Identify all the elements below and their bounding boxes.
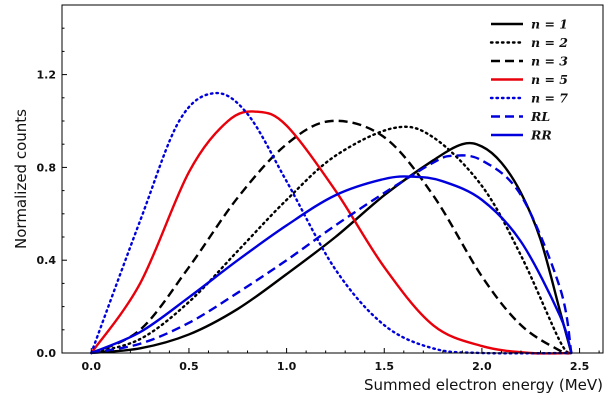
- y-tick-label: 0.8: [37, 161, 57, 174]
- legend-label: n = 5: [531, 72, 568, 87]
- series-line: [90, 125, 573, 355]
- legend-label: RL: [530, 109, 550, 124]
- legend-label: n = 3: [531, 54, 568, 69]
- y-tick-label: 1.2: [37, 69, 57, 82]
- x-tick-label: 2.5: [570, 360, 590, 373]
- x-axis-label: Summed electron energy (MeV): [364, 376, 603, 394]
- x-tick-label: 1.5: [375, 360, 395, 373]
- legend-label: n = 1: [531, 17, 568, 32]
- series-line: [90, 175, 573, 355]
- series-line: [91, 154, 573, 355]
- y-axis-label: Normalized counts: [12, 109, 30, 249]
- series-line: [90, 91, 573, 355]
- x-tick-label: 0.5: [179, 360, 199, 373]
- legend: n = 1 n = 2 n = 3 n = 5 n = 7 RL RR: [489, 17, 568, 143]
- x-tick-label: 2.0: [472, 360, 492, 373]
- x-tick-label: 1.0: [277, 360, 297, 373]
- plot-frame: [61, 4, 604, 354]
- legend-label: RR: [530, 128, 552, 143]
- legend-label: n = 2: [531, 35, 568, 50]
- y-ticks: 0.0 0.4 0.8 1.2: [37, 27, 67, 360]
- y-tick-label: 0.0: [37, 347, 57, 360]
- y-tick-label: 0.4: [37, 254, 57, 267]
- legend-label: n = 7: [531, 91, 568, 106]
- curves: [90, 91, 573, 355]
- series-line: [90, 110, 572, 355]
- plot-area: [62, 5, 603, 353]
- x-ticks: 0.0 0.5 1.0 1.5 2.0 2.5: [82, 348, 600, 373]
- x-tick-label: 0.0: [82, 360, 102, 373]
- series-line: [90, 119, 572, 355]
